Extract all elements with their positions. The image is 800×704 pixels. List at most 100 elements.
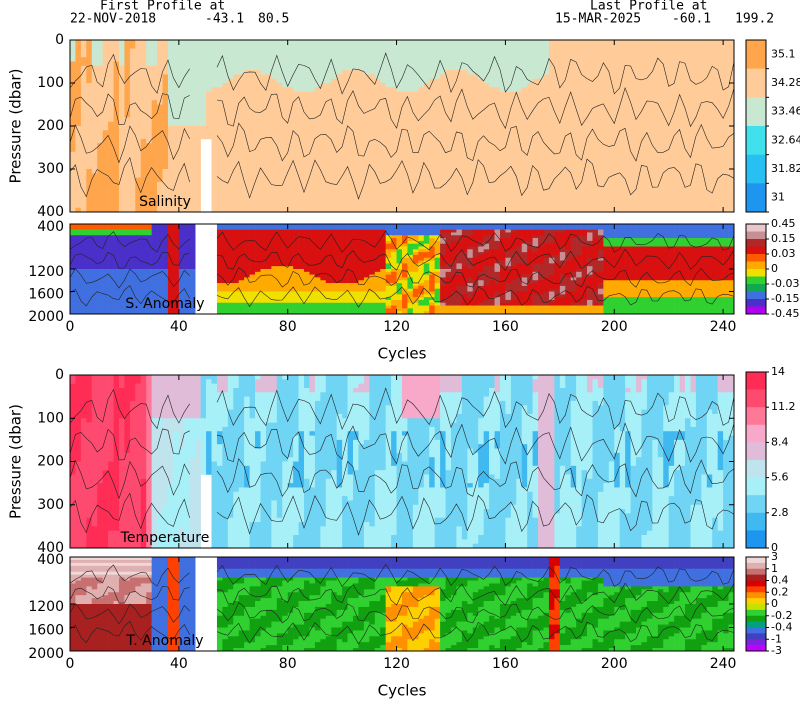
- field-cell: [189, 375, 196, 419]
- field-cell: [440, 299, 446, 304]
- field-cell: [108, 121, 114, 213]
- field-cell: [325, 229, 332, 284]
- field-cell: [331, 291, 337, 304]
- field-cell: [238, 615, 245, 631]
- field-cell: [434, 305, 441, 315]
- field-cell: [86, 83, 93, 170]
- field-cell: [146, 143, 152, 213]
- field-cell: [690, 568, 697, 587]
- field-cell: [336, 229, 343, 284]
- field-cell: [630, 557, 637, 570]
- field-cell: [75, 604, 82, 652]
- field-cell: [97, 235, 103, 270]
- field-cell: [173, 418, 180, 432]
- field-cell: [701, 568, 708, 587]
- field-cell: [646, 40, 653, 213]
- field-cell: [369, 229, 376, 275]
- field-cell: [244, 595, 250, 608]
- field-cell: [91, 375, 98, 527]
- field-cell: [434, 642, 441, 652]
- field-cell: [227, 636, 234, 652]
- field-cell: [440, 238, 446, 244]
- field-cell: [402, 568, 408, 578]
- field-cell: [576, 40, 582, 213]
- field-cell: [461, 70, 468, 213]
- field-cell: [668, 280, 675, 298]
- field-cell: [113, 530, 120, 549]
- field-cell: [587, 568, 593, 578]
- field-cell: [712, 586, 718, 608]
- field-cell: [233, 491, 240, 549]
- field-cell: [685, 238, 691, 247]
- field-cell: [429, 305, 435, 315]
- field-cell: [91, 40, 98, 67]
- field-cell: [97, 598, 103, 605]
- field-cell: [619, 557, 626, 570]
- field-cell: [222, 302, 229, 315]
- field-cell: [189, 126, 196, 213]
- field-cell: [157, 426, 163, 514]
- field-cell: [385, 274, 392, 284]
- colorbar-swatch: [746, 306, 766, 315]
- field-cell: [674, 246, 680, 281]
- field-cell: [429, 487, 435, 549]
- field-cell: [135, 177, 142, 213]
- field-cell: [706, 238, 713, 247]
- field-cell: [86, 562, 93, 567]
- field-cell: [603, 238, 610, 247]
- field-cell: [636, 280, 642, 298]
- field-cell: [592, 627, 599, 640]
- field-cell: [483, 229, 490, 236]
- field-cell: [548, 243, 555, 256]
- field-cell: [200, 418, 207, 475]
- field-cell: [418, 297, 425, 301]
- field-cell: [559, 577, 566, 581]
- field-cell: [80, 562, 87, 567]
- field-cell: [532, 465, 539, 519]
- field-cell: [293, 291, 299, 304]
- colorbar-swatch: [746, 442, 766, 461]
- field-cell: [429, 586, 435, 596]
- field-cell: [162, 557, 169, 652]
- field-cell: [516, 263, 523, 278]
- field-cell: [418, 598, 425, 619]
- field-cell: [222, 577, 229, 593]
- field-cell: [211, 375, 218, 384]
- field-cell: [249, 586, 256, 608]
- field-cell: [157, 375, 163, 419]
- field-cell: [510, 568, 517, 578]
- field-cell: [440, 74, 446, 213]
- field-cell: [91, 571, 98, 575]
- field-cell: [353, 283, 359, 292]
- field-cell: [429, 224, 435, 236]
- field-cell: [559, 557, 566, 570]
- field-cell: [304, 271, 310, 292]
- field-cell: [91, 526, 98, 549]
- field-cell: [162, 504, 169, 549]
- field-cell: [135, 562, 142, 567]
- field-cell: [450, 595, 457, 611]
- field-cell: [423, 311, 430, 315]
- field-cell: [510, 91, 517, 213]
- field-cell: [233, 291, 240, 304]
- field-cell: [505, 299, 512, 304]
- field-cell: [565, 305, 572, 315]
- field-cell: [255, 40, 261, 71]
- field-cell: [636, 557, 642, 570]
- contour-line: [216, 422, 735, 465]
- field-cell: [412, 240, 419, 244]
- field-cell: [619, 297, 626, 315]
- field-cell: [276, 598, 283, 622]
- field-cell: [478, 280, 484, 287]
- field-cell: [592, 260, 599, 273]
- field-cell: [135, 565, 142, 572]
- field-cell: [450, 260, 457, 275]
- field-cell: [402, 557, 408, 570]
- x-tick-label: 200: [601, 319, 628, 335]
- field-cell: [538, 557, 544, 570]
- field-cell: [380, 568, 386, 578]
- field-cell: [717, 375, 724, 393]
- field-cell: [467, 277, 474, 284]
- field-cell: [521, 274, 528, 278]
- field-cell: [336, 557, 343, 570]
